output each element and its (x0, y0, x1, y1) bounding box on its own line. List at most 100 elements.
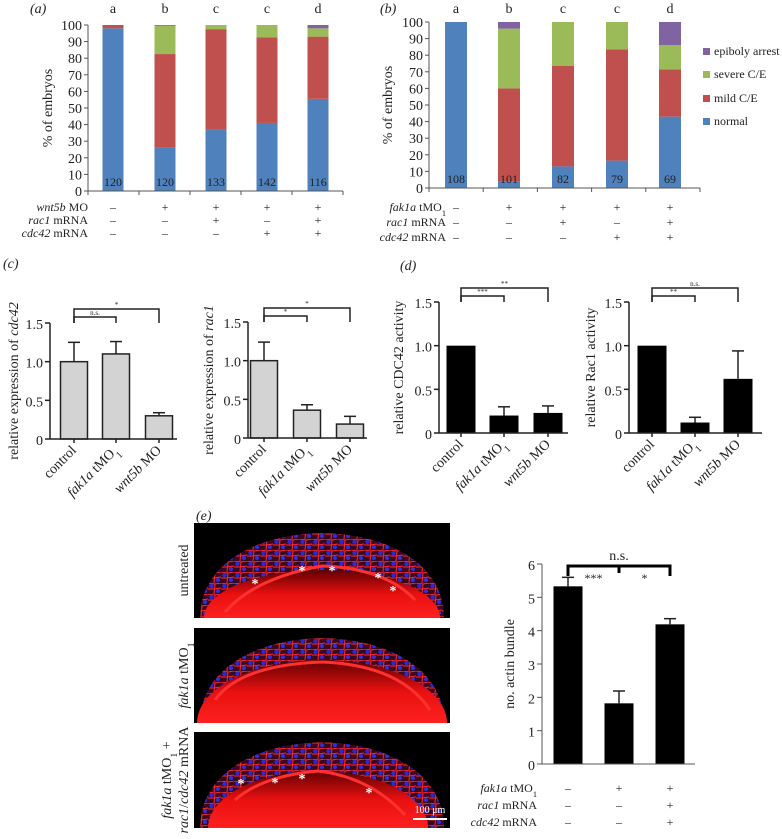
treatment-label: rac1 mRNA (477, 798, 537, 812)
significance-label: n.s. (90, 309, 100, 317)
actin-bundle-marker: * (299, 564, 306, 579)
panel-label-b: (b) (380, 2, 397, 17)
treatment-sign: + (315, 226, 322, 240)
significance-bracket (73, 316, 117, 323)
treatment-label-part: MO (66, 200, 89, 214)
bar-segment-normal (205, 129, 227, 191)
y-tick-label: 10 (409, 165, 423, 180)
legend-swatch (703, 118, 710, 125)
y-axis-label-part: relative expression of (7, 336, 22, 460)
micrograph-row-label-part: fak1a (160, 788, 175, 819)
y-tick-label: 1.0 (415, 341, 433, 356)
y-tick-label: 50 (68, 102, 82, 117)
bar-segment-severe-c-e (659, 45, 681, 70)
treatment-sign: – (564, 781, 572, 795)
group-letter: a (453, 2, 460, 17)
actin-bundle-marker: * (238, 777, 245, 792)
y-tick-label: 1.5 (26, 318, 44, 333)
bar-chart-c (249, 359, 365, 439)
treatment-sign: – (263, 213, 271, 227)
micrograph-row-label-part: rac1 (177, 808, 192, 834)
x-tick-label-part: control (428, 437, 467, 476)
bar-segment-severe-c-e (256, 25, 278, 38)
treatment-sign: + (162, 200, 169, 214)
treatment-sign: – (109, 200, 117, 214)
y-tick-label: 1.5 (605, 297, 623, 312)
actin-bundle-marker: * (272, 776, 279, 791)
treatment-sign: – (613, 215, 621, 229)
significance-bracket (566, 564, 672, 576)
bar-segment-mild-c-e (256, 37, 278, 123)
significance-bracket (263, 315, 308, 322)
y-tick-label: 1.5 (415, 297, 433, 312)
bar (249, 359, 279, 439)
bar (144, 415, 174, 440)
bar-chart-e (553, 586, 685, 764)
treatment-sign: + (667, 781, 674, 795)
micrograph-row-label: untreated (177, 544, 192, 596)
significance-label: n.s. (690, 280, 700, 288)
treatment-label-part: mRNA (499, 815, 537, 829)
y-tick-label: 70 (68, 69, 82, 84)
micrograph-row-label-part: / (177, 804, 192, 808)
bar-segment-epiboly-arrest (307, 25, 329, 29)
bar-segment-epiboly-arrest (659, 22, 681, 46)
y-tick-label: 0 (234, 433, 241, 448)
y-tick-label: 0 (416, 182, 423, 197)
treatment-sign: + (506, 200, 513, 214)
treatment-sign: + (315, 213, 322, 227)
bar-chart-d (446, 345, 563, 433)
treatment-label: fak1a tMO1 (480, 781, 537, 799)
micrograph-row-label: fak1a tMO1 + (160, 741, 180, 818)
treatment-sign: – (452, 230, 460, 244)
y-tick-label: 80 (68, 52, 82, 67)
bar-segment-mild-c-e (606, 49, 628, 161)
bar-segment-severe-c-e (498, 28, 520, 89)
n-label: 101 (500, 172, 518, 186)
treatment-sign: + (213, 200, 220, 214)
y-tick-label: 90 (409, 33, 423, 48)
significance-bracket (73, 308, 160, 323)
treatment-sign: + (560, 215, 567, 229)
treatment-sign: + (560, 200, 567, 214)
panel-label-d: (d) (400, 259, 417, 274)
micrograph-row-label-part: + (160, 741, 175, 753)
y-tick-label: 1.0 (224, 356, 242, 371)
y-tick-label: 50 (409, 99, 423, 114)
legend-swatch (703, 71, 710, 78)
y-tick-label: 0.5 (26, 395, 44, 410)
y-axis-label: no. actin bundle (503, 619, 518, 709)
treatment-sign: – (559, 230, 567, 244)
y-tick-label: 60 (68, 85, 82, 100)
group-letter: c (614, 2, 620, 17)
y-tick-label: 10 (68, 168, 82, 183)
y-tick-label: 100 (61, 19, 82, 34)
legend-swatch (703, 48, 710, 55)
y-axis-label: relative expression of rac1 (202, 305, 217, 455)
group-letter: d (667, 2, 674, 17)
treatment-label-part: mRNA (50, 213, 88, 227)
treatment-label-part: 1 (533, 790, 537, 799)
bar-segment-normal (256, 122, 278, 191)
yolk-region (204, 570, 440, 618)
micrograph-row-label-part: tMO (177, 647, 192, 677)
significance-bracket (460, 295, 505, 302)
significance-bracket (263, 307, 351, 322)
actin-bundle-marker: * (366, 786, 373, 801)
x-tick-label: wnt5b MO (691, 437, 744, 490)
bar (637, 345, 667, 433)
bar (292, 409, 322, 439)
bar (335, 423, 365, 439)
bar-segment-normal (307, 98, 329, 191)
actin-bundle-marker: * (329, 564, 336, 579)
y-tick-label: 1.0 (605, 341, 623, 356)
micrograph-row-label: fak1a tMO1 (177, 642, 197, 708)
y-tick-label: 0 (425, 428, 432, 443)
legend-label: normal (714, 114, 749, 128)
n-label: 82 (557, 172, 569, 186)
actin-bundle-marker: * (375, 571, 382, 586)
yolk-region (197, 660, 447, 723)
y-tick-label: 40 (409, 116, 423, 131)
bar (680, 422, 710, 433)
